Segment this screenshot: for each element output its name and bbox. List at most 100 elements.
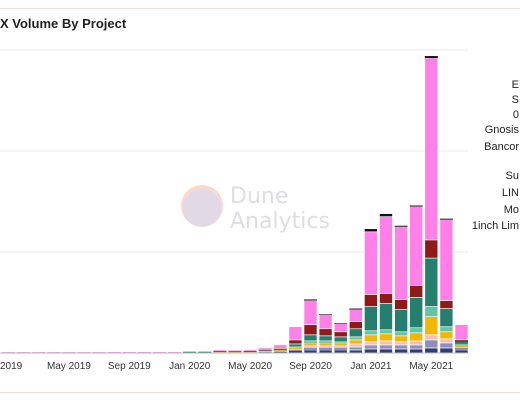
- bar-segment-2019-09-pink: [122, 352, 136, 353]
- bar-segment-2020-08-pink: [288, 326, 303, 341]
- bar-segment-2020-09-mint: [304, 340, 317, 343]
- bar-stack-2020-09: [303, 299, 318, 354]
- bar-segment-2019-07-pink: [92, 352, 106, 353]
- bar-segment-2021-01-teal: [364, 306, 378, 332]
- bar-stack-2021-06: [439, 218, 454, 354]
- bar-segment-2020-10-teal: [318, 335, 333, 342]
- bar-segment-2020-03-yellow: [213, 351, 227, 353]
- bar-segment-2021-05-black: [424, 56, 438, 59]
- bar-segment-2020-05-lightpink: [243, 351, 257, 353]
- bar-segment-2021-05-lightpink: [424, 334, 439, 341]
- bar-segment-2021-03-darkred: [394, 299, 408, 310]
- bar-stack-2021-04: [409, 205, 424, 354]
- bar-segment-2021-04-yellow: [409, 332, 424, 342]
- x-tick-label: Sep 2020: [289, 361, 332, 372]
- bar-segment-2019-04-pink: [47, 352, 61, 353]
- bar-segment-2021-05-navy: [424, 347, 439, 354]
- bar-segment-2020-08-navy: [288, 350, 302, 353]
- bar-segment-2021-03-lightpink: [394, 341, 408, 346]
- bar-segment-2021-01-black: [364, 228, 378, 233]
- bar-segment-2021-06-black: [439, 218, 453, 220]
- bar-segment-2021-02-lightpink: [379, 340, 393, 346]
- bar-segment-2020-11-teal: [333, 336, 348, 343]
- bar-segment-2020-09-lightpink: [304, 345, 317, 348]
- bar-segment-2020-12-lightpink: [348, 343, 363, 348]
- bar-stack-2021-07: [454, 324, 469, 354]
- bar-segment-2020-06-yellow: [258, 350, 272, 352]
- bar-segment-2020-10-mint: [319, 340, 333, 343]
- bar-segment-2021-06-teal: [439, 308, 454, 328]
- bar-segment-2020-02-pink: [198, 351, 212, 352]
- bar-segment-2021-03-black: [394, 225, 408, 227]
- bar-segment-2021-05-purple: [424, 339, 439, 349]
- bar-segment-2021-03-teal: [394, 309, 408, 333]
- bar-segment-2020-01-pink: [183, 351, 197, 352]
- bar-segment-2020-11-yellow: [333, 342, 348, 347]
- bar-segment-2020-06-purple: [258, 351, 272, 353]
- bar-segment-2020-08-purple: [288, 349, 302, 351]
- bar-segment-2020-09-yellow: [303, 342, 318, 347]
- bar-segment-2019-05-pink: [62, 352, 76, 353]
- bar-segment-2021-06-yellow: [439, 331, 454, 340]
- bar-segment-2021-01-purple: [364, 344, 378, 350]
- bar-segment-2020-03-pink: [213, 350, 227, 352]
- bar-segment-2021-01-yellow: [364, 334, 378, 343]
- bar-segment-2021-04-black: [409, 205, 423, 207]
- bar-segment-2021-07-darkred: [455, 339, 468, 342]
- bar-segment-2020-06-pink: [258, 348, 272, 350]
- top-divider: [0, 8, 520, 9]
- bar-segment-2020-07-navy: [273, 351, 287, 353]
- bar-segment-2021-01-pink: [364, 231, 378, 295]
- bar-segment-2020-09-darkred: [303, 324, 318, 336]
- bar-segment-2020-10-black: [319, 314, 333, 315]
- bar-segment-2021-04-purple: [409, 344, 424, 350]
- bar-segment-2020-04-lightpink: [228, 352, 242, 353]
- bar-segment-2020-05-yellow: [243, 351, 257, 353]
- bar-segment-2021-04-navy: [409, 348, 424, 354]
- bar-segment-2021-07-yellow: [455, 344, 468, 347]
- bar-segment-2020-09-pink: [303, 300, 318, 326]
- bar-segment-2020-07-purple: [273, 351, 287, 353]
- watermark-logo-circle-top: [181, 185, 223, 227]
- bar-segment-2021-04-teal: [409, 297, 424, 329]
- bar-segment-2021-01-lightpink: [364, 341, 378, 346]
- x-tick-label: 2019: [0, 361, 23, 372]
- bar-segment-2020-10-purple: [319, 347, 333, 350]
- bar-segment-2020-07-darkred: [273, 348, 287, 350]
- x-axis-ticks: 2019 May 2019 Sep 2019 Jan 2020 May 2020 Sep …: [0, 361, 454, 372]
- bar-segment-2020-01-teal: [183, 351, 197, 353]
- bar-segment-2020-10-yellow: [318, 342, 333, 347]
- bar-segment-2020-08-lightpink: [288, 348, 302, 350]
- bar-segment-2020-05-darkred: [243, 350, 257, 352]
- x-tick-label: Jan 2020: [169, 361, 211, 372]
- bar-segment-2019-03-pink: [32, 352, 46, 353]
- bar-segment-2019-08-pink: [107, 352, 121, 353]
- bar-segment-2020-10-darkred: [318, 328, 333, 337]
- bar-segment-2021-05-yellow: [424, 316, 439, 336]
- bar-segment-2021-07-mint: [455, 343, 468, 345]
- bar-segment-2020-04-pink: [228, 350, 242, 352]
- bar-segment-2020-11-lightpink: [334, 345, 348, 348]
- bar-segment-2021-02-navy: [379, 348, 393, 354]
- legend-label: 0: [513, 109, 519, 121]
- bar-segment-2019-12-pink: [168, 352, 182, 353]
- bar-stack-2021-02: [379, 213, 393, 354]
- watermark: Dune Analytics: [181, 184, 330, 234]
- bar-segment-2020-08-darkred: [288, 339, 303, 345]
- bar-stack-2020-06: [258, 348, 272, 353]
- chart-title: X Volume By Project: [0, 16, 127, 31]
- bar-stack-2020-11: [333, 323, 348, 354]
- bar-segment-2021-02-mint: [379, 329, 393, 335]
- bar-segment-2020-08-teal: [288, 343, 303, 348]
- watermark-logo-circle-bottom: [183, 189, 221, 227]
- legend-label: Gnosis: [485, 124, 520, 136]
- bar-segment-2020-11-pink: [333, 323, 348, 333]
- bar-segment-2021-06-lightpink: [439, 338, 454, 344]
- bar-segment-2021-06-navy: [439, 347, 454, 354]
- x-tick-label: May 2021: [409, 361, 453, 372]
- bar-segment-2020-12-black: [349, 308, 363, 310]
- bar-segment-2021-03-pink: [394, 226, 408, 300]
- x-tick-label: May 2019: [47, 361, 91, 372]
- bar-segment-2019-11-pink: [153, 352, 166, 353]
